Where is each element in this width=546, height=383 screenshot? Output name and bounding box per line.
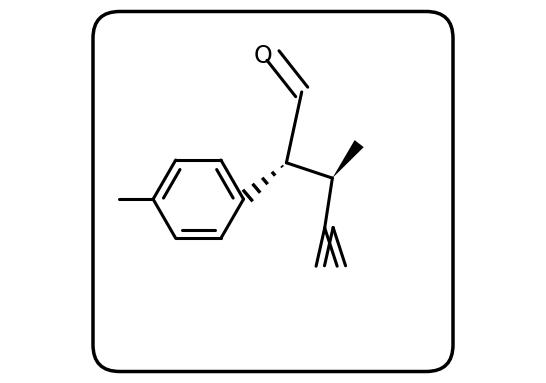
Polygon shape <box>333 140 364 178</box>
Text: O: O <box>254 44 272 67</box>
